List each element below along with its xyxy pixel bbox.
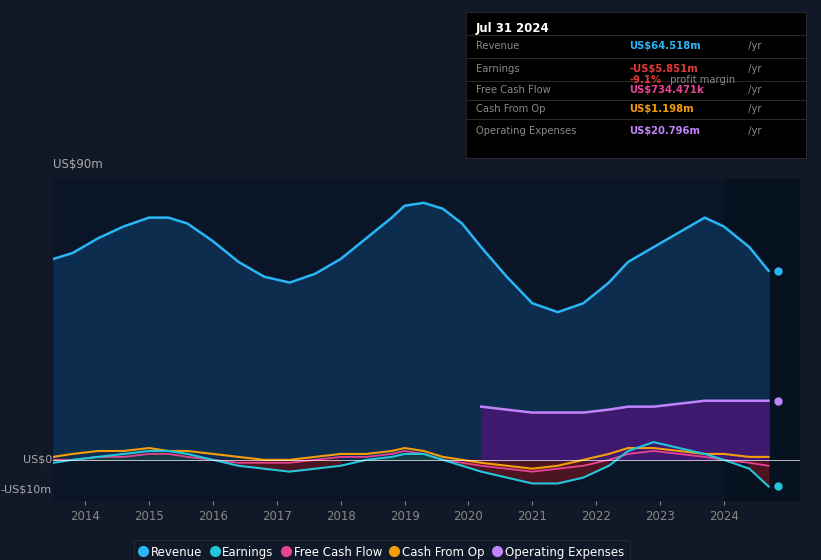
Text: Operating Expenses: Operating Expenses (475, 127, 576, 136)
Text: Cash From Op: Cash From Op (475, 104, 545, 114)
Text: -US$10m: -US$10m (1, 484, 52, 494)
Text: /yr: /yr (745, 64, 761, 74)
Bar (724, 179, 800, 501)
Text: Earnings: Earnings (475, 64, 520, 74)
Text: /yr: /yr (745, 85, 761, 95)
Text: -9.1%: -9.1% (629, 75, 661, 85)
Text: Free Cash Flow: Free Cash Flow (475, 85, 550, 95)
Text: US$1.198m: US$1.198m (629, 104, 694, 114)
Text: US$90m: US$90m (53, 158, 103, 171)
Legend: Revenue, Earnings, Free Cash Flow, Cash From Op, Operating Expenses: Revenue, Earnings, Free Cash Flow, Cash … (135, 540, 630, 560)
Text: profit margin: profit margin (667, 75, 735, 85)
Text: /yr: /yr (745, 41, 761, 51)
Text: -US$5.851m: -US$5.851m (629, 64, 698, 74)
Text: US$0: US$0 (23, 455, 52, 465)
Text: Jul 31 2024: Jul 31 2024 (475, 22, 549, 35)
Text: /yr: /yr (745, 127, 761, 136)
Text: US$734.471k: US$734.471k (629, 85, 704, 95)
Text: US$64.518m: US$64.518m (629, 41, 701, 51)
Text: /yr: /yr (745, 104, 761, 114)
Text: US$20.796m: US$20.796m (629, 127, 700, 136)
Text: Revenue: Revenue (475, 41, 519, 51)
